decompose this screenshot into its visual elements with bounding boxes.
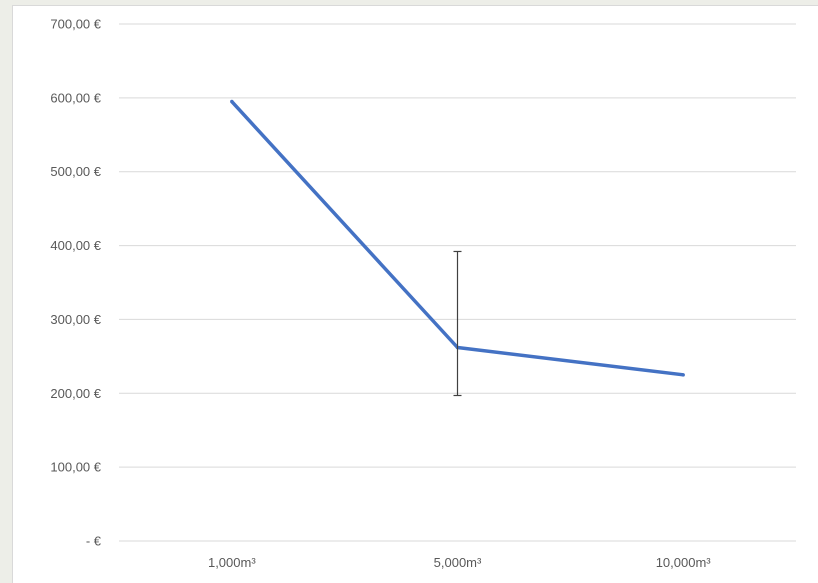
y-tick-label: 100,00 €	[50, 460, 101, 475]
chart-area	[12, 5, 818, 583]
gridlines	[119, 23, 796, 542]
y-tick-label: 700,00 €	[50, 17, 101, 32]
y-tick-label: 500,00 €	[50, 164, 101, 179]
x-tick-label: 1,000m³	[208, 555, 256, 570]
y-tick-label: 400,00 €	[50, 238, 101, 253]
y-axis-tick-labels: 700,00 € 600,00 € 500,00 € 400,00 € 300,00 €…	[50, 17, 101, 549]
x-tick-label: 10,000m³	[656, 555, 712, 570]
y-tick-label: 200,00 €	[50, 386, 101, 401]
y-tick-label: 300,00 €	[50, 312, 101, 327]
data-point	[681, 373, 685, 377]
y-tick-label: 600,00 €	[50, 90, 101, 105]
x-axis-tick-labels: 1,000m³ 5,000m³ 10,000m³	[208, 555, 711, 570]
error-bars	[453, 250, 462, 397]
y-tick-label: - €	[86, 534, 102, 549]
x-tick-label: 5,000m³	[434, 555, 482, 570]
data-point	[230, 99, 234, 104]
